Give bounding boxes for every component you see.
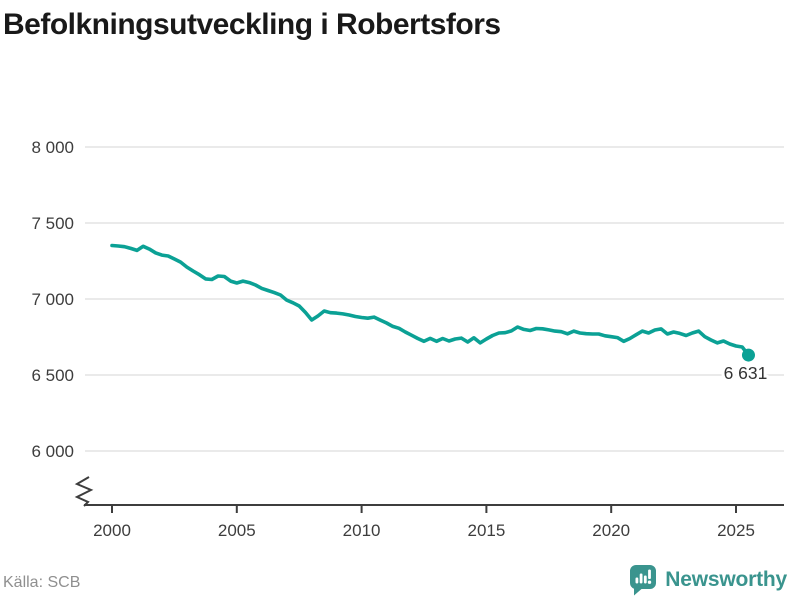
- y-axis-tick-label: 6 000: [31, 442, 74, 461]
- x-axis-tick-label: 2010: [343, 521, 381, 540]
- x-axis-tick-label: 2020: [592, 521, 630, 540]
- chart-title: Befolkningsutveckling i Robertsfors: [3, 8, 501, 41]
- y-axis-tick-label: 7 500: [31, 214, 74, 233]
- newsworthy-speech-bubble-chart-icon: [630, 565, 657, 596]
- population-line-series: [110, 243, 751, 357]
- x-axis-tick-label: 2015: [467, 521, 505, 540]
- y-axis-tick-label: 7 000: [31, 290, 74, 309]
- brand-name: Newsworthy: [665, 568, 787, 591]
- end-point-marker: [741, 348, 755, 362]
- x-axis-tick-label: 2005: [218, 521, 256, 540]
- x-axis-tick-label: 2000: [93, 521, 131, 540]
- y-axis-tick-label: 6 500: [31, 366, 74, 385]
- source-caption: Källa: SCB: [3, 574, 81, 591]
- end-value-label: 6 631: [724, 363, 768, 383]
- y-axis-tick-label: 8 000: [31, 138, 74, 157]
- x-axis-tick-label: 2025: [717, 521, 755, 540]
- brand-logo: Newsworthy: [629, 564, 787, 596]
- axis-break-icon: [74, 476, 94, 507]
